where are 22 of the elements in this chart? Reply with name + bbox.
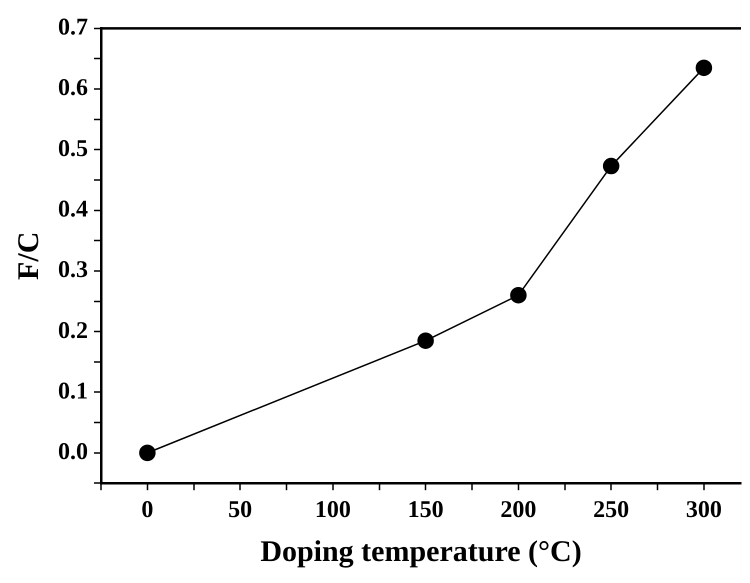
y-tick-label: 0.6 <box>58 75 88 102</box>
x-tick-label: 100 <box>314 496 351 523</box>
point <box>696 60 712 76</box>
y-tick-label: 0.5 <box>58 136 88 162</box>
y-tick-label: 0.3 <box>58 257 88 284</box>
x-tick-label: 200 <box>500 496 536 523</box>
x-tick-label: 300 <box>686 496 722 523</box>
x-tick-label: 0 <box>141 496 154 523</box>
x-tick-label: 250 <box>593 496 630 523</box>
y-tick-label: 0.7 <box>58 14 88 41</box>
x-axis-title: Doping temperature (°C) <box>260 534 582 568</box>
x-tick-label: 50 <box>228 496 252 523</box>
y-tick-label: 0.2 <box>58 318 88 344</box>
y-tick-label: 0.4 <box>58 196 88 223</box>
y-tick-label: 0.1 <box>58 378 88 404</box>
point <box>510 286 527 304</box>
point <box>417 332 434 349</box>
point <box>602 158 620 174</box>
y-axis-title: F/C <box>12 232 45 280</box>
text: 0.0 <box>58 439 88 466</box>
x-tick-label: 150 <box>408 496 444 523</box>
point <box>139 444 156 462</box>
